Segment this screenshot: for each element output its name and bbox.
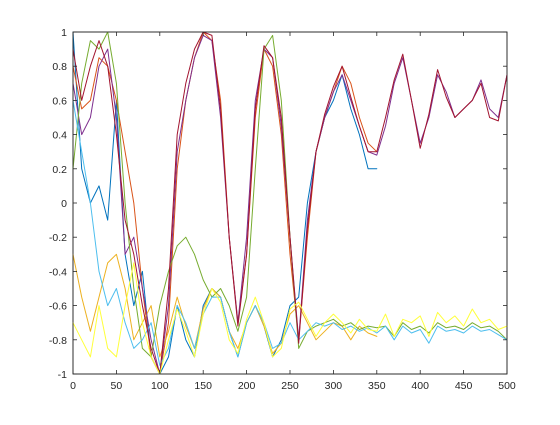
- x-tick-label: 450: [455, 380, 473, 392]
- x-tick-label: 500: [498, 380, 516, 392]
- x-tick-label: 350: [368, 380, 386, 392]
- plot-frame: [72, 31, 508, 375]
- series-line-7: [72, 31, 508, 375]
- y-tick-label: -0.6: [49, 301, 67, 313]
- y-tick-label: 0.4: [52, 130, 67, 142]
- y-tick-label: 0.2: [52, 164, 67, 176]
- y-tick-label: -1: [58, 369, 67, 381]
- y-tick-label: -0.2: [49, 232, 67, 244]
- y-tick-label: -0.8: [49, 335, 67, 347]
- y-tick-label: 0.8: [52, 61, 67, 73]
- x-tick-label: 300: [325, 380, 343, 392]
- x-tick-label: 0: [70, 380, 76, 392]
- x-tick-label: 150: [194, 380, 212, 392]
- y-axis: -1 -0.8 -0.6 -0.4 -0.2 0 0.2 0.4 0.6 0.8 1: [49, 27, 507, 381]
- y-tick-label: 1: [61, 27, 67, 39]
- y-tick-label: -0.4: [49, 266, 67, 278]
- x-tick-label: 200: [238, 380, 256, 392]
- series-line-8: [72, 262, 508, 375]
- x-tick-label: 400: [411, 380, 429, 392]
- x-tick-label: 250: [281, 380, 299, 392]
- x-tick-label: 50: [111, 380, 123, 392]
- y-tick-label: 0.6: [52, 95, 67, 107]
- y-tick-label: 0: [61, 198, 67, 210]
- series-layer: [72, 31, 508, 375]
- x-tick-label: 100: [151, 380, 169, 392]
